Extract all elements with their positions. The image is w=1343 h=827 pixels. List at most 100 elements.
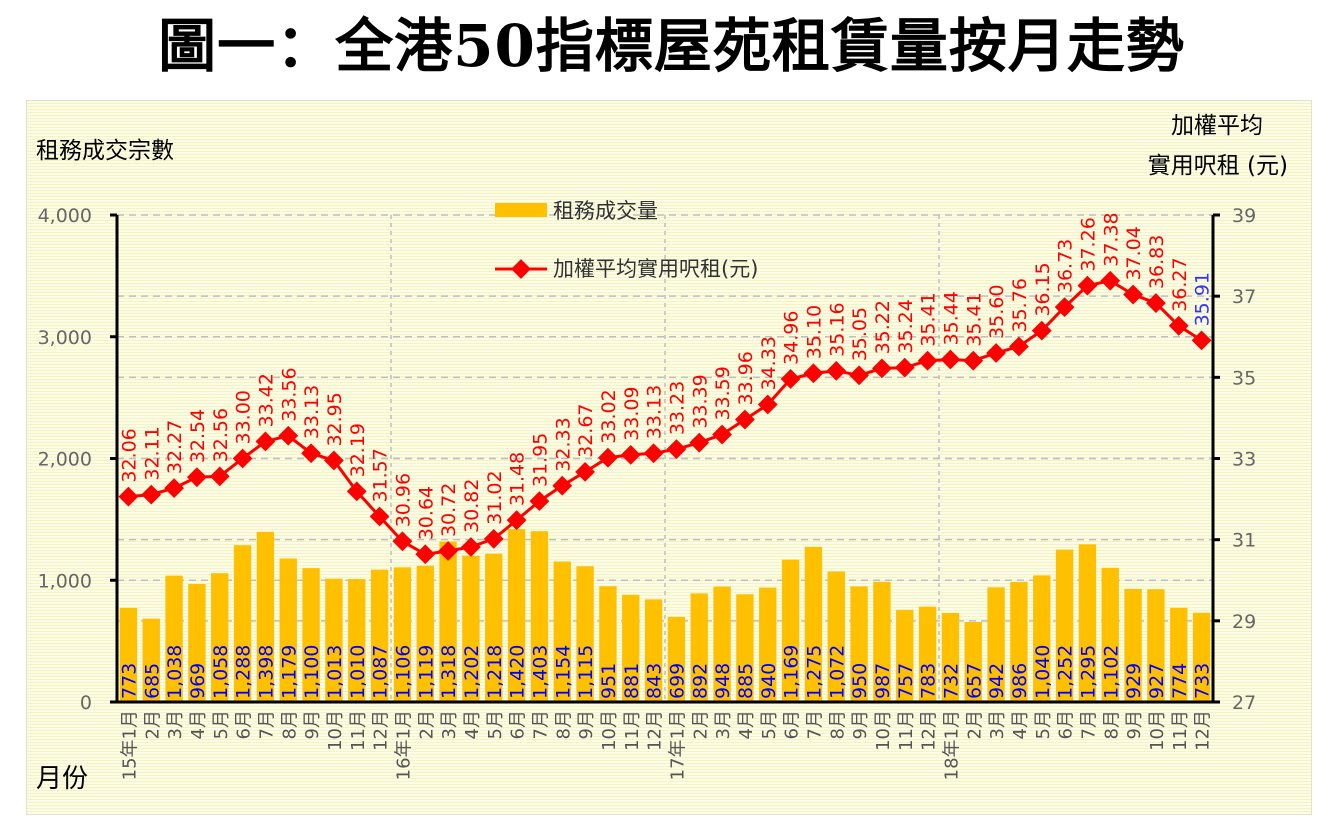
bar — [713, 586, 731, 702]
bar — [279, 558, 297, 702]
left-axis-title: 租務成交宗數 — [36, 138, 174, 164]
bar-value-label: 1,202 — [461, 645, 483, 699]
line-value-label: 33.09 — [621, 386, 643, 440]
line-value-label: 37.38 — [1100, 212, 1122, 266]
bar — [1010, 581, 1028, 702]
x-tick-label: 7月 — [530, 710, 551, 739]
x-tick-label: 5月 — [1033, 710, 1054, 739]
x-tick-label: 2月 — [142, 710, 163, 739]
x-tick-label: 8月 — [279, 710, 300, 739]
line-marker — [689, 432, 710, 453]
line-marker — [598, 447, 618, 468]
x-tick-label: 3月 — [713, 710, 734, 739]
x-tick-label: 5月 — [485, 710, 506, 739]
line-value-label: 32.11 — [141, 426, 163, 480]
line-value-label: 36.73 — [1055, 239, 1077, 293]
x-tick-labels: 15年1月 2月 3月 4月 5月 6月 7月 8月 9月 10月 11月 12月 16年1月 2月 3月 4… — [119, 710, 1213, 780]
bar — [302, 568, 320, 702]
line-marker — [369, 506, 390, 527]
bar — [987, 587, 1005, 702]
bar — [759, 587, 777, 702]
line-marker — [757, 394, 778, 415]
bar — [507, 529, 526, 702]
right-tick-label: 27 — [1232, 692, 1256, 714]
legend-bar-label: 租務成交量 — [553, 199, 658, 223]
line-value-label: 32.19 — [347, 423, 369, 477]
x-tick-label: 3月 — [987, 710, 1008, 739]
line-value-label: 33.42 — [255, 373, 277, 427]
bar-value-label: 1,420 — [507, 645, 529, 699]
bar — [1101, 567, 1119, 702]
x-tick-label: 9月 — [1124, 710, 1145, 739]
line-value-label: 35.22 — [872, 300, 894, 354]
bar-value-label: 699 — [666, 663, 688, 699]
line-marker — [575, 461, 595, 482]
legend: 租務成交量 加權平均實用呎租(元) — [495, 199, 758, 281]
line-value-label: 31.48 — [507, 452, 529, 506]
right-tick-label: 39 — [1232, 205, 1256, 227]
x-tick-label: 12月 — [919, 710, 940, 751]
bar — [1033, 575, 1051, 702]
bar-value-label: 1,010 — [347, 645, 369, 699]
line-marker — [301, 443, 321, 464]
bar-value-label: 950 — [849, 663, 871, 699]
line-marker — [346, 481, 367, 502]
x-tick-label: 9月 — [576, 710, 597, 739]
x-tick-label: 12月 — [645, 710, 666, 751]
bar — [896, 609, 914, 702]
bar — [827, 571, 845, 702]
bar — [142, 618, 160, 702]
x-tick-label: 8月 — [1101, 710, 1122, 739]
line-marker — [187, 467, 207, 488]
bar-value-label: 1,275 — [803, 645, 825, 699]
bar-value-label: 1,154 — [552, 645, 574, 699]
left-tick-label: 2,000 — [38, 449, 92, 471]
bar — [873, 581, 891, 702]
bar-value-label: 757 — [895, 663, 917, 699]
line-marker — [712, 424, 732, 445]
bar — [622, 594, 640, 702]
x-axis-title: 月份 — [36, 764, 88, 794]
bar-value-label: 1,087 — [370, 645, 392, 699]
x-tick-label: 11月 — [896, 710, 917, 751]
line-marker — [1100, 270, 1121, 291]
line-value-label: 33.00 — [233, 390, 255, 444]
line-marker — [461, 537, 481, 557]
x-tick-label: 4月 — [1010, 710, 1031, 739]
line-marker — [940, 349, 961, 370]
x-tick-label: 16年1月 — [393, 710, 414, 780]
line-value-label: 32.67 — [575, 403, 597, 457]
line-value-label: 36.83 — [1146, 235, 1168, 289]
bar-value-label: 657 — [963, 663, 985, 699]
line-value-label: 33.96 — [735, 351, 757, 405]
bar — [918, 606, 937, 702]
x-tick-label: 4月 — [736, 710, 757, 739]
line-value-label: 35.16 — [826, 302, 848, 356]
x-tick-label: 5月 — [211, 710, 232, 739]
line-marker — [986, 343, 1006, 363]
legend-bar-swatch — [495, 203, 547, 217]
x-tick-label: 15年1月 — [119, 710, 140, 780]
bar-value-label: 1,013 — [324, 645, 346, 699]
line-value-label: 35.60 — [986, 285, 1008, 339]
x-tick-label: 9月 — [302, 710, 323, 739]
bar — [233, 545, 252, 702]
line-value-label: 33.23 — [666, 381, 688, 435]
line-value-label: 31.02 — [484, 470, 506, 524]
right-tick-label: 35 — [1232, 367, 1256, 389]
bar-value-label: 986 — [1009, 663, 1031, 699]
bar-value-label: 1,403 — [529, 645, 551, 699]
line-marker — [278, 425, 299, 446]
line-value-label: 35.91 — [1192, 272, 1214, 326]
bar-value-label: 685 — [141, 663, 163, 699]
x-tick-label: 6月 — [234, 710, 255, 739]
line-marker — [438, 541, 458, 561]
line-value-label: 34.96 — [781, 311, 803, 365]
bar-value-label: 1,398 — [255, 645, 277, 699]
line-value-label: 31.95 — [529, 433, 551, 487]
x-tick-label: 17年1月 — [667, 710, 688, 780]
line-data-labels: 32.06 32.11 32.27 32.54 32.56 33.00 33.42 33.56… — [118, 212, 1213, 540]
bar-value-label: 1,102 — [1100, 645, 1122, 699]
line-marker — [552, 475, 573, 496]
bar — [393, 567, 412, 702]
